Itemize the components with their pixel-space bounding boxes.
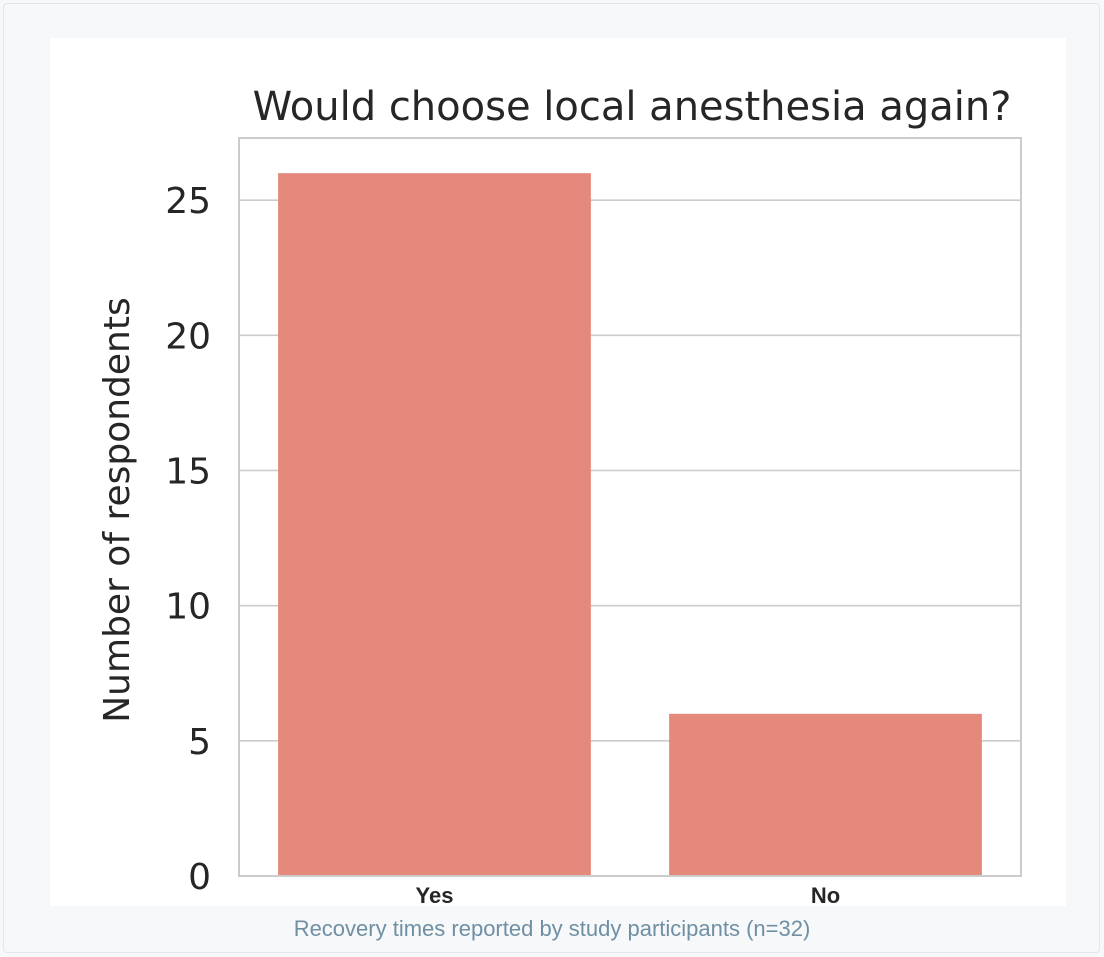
x-tick-label: No [811, 883, 840, 908]
y-tick-label: 10 [165, 587, 211, 628]
figure-caption: Recovery times reported by study partici… [293, 916, 811, 941]
y-tick-label: 5 [188, 722, 211, 763]
x-tick-labels: Yes No [416, 883, 841, 908]
y-tick-label: 20 [165, 316, 211, 357]
x-tick-label: Yes [416, 883, 454, 908]
bar-no [669, 713, 982, 876]
y-tick-labels: 0 5 10 15 20 25 [165, 181, 211, 898]
y-tick-label: 0 [188, 857, 211, 898]
plot-border [238, 137, 1022, 877]
bars [278, 173, 982, 877]
chart-title: Would choose local anesthesia again? [253, 84, 1012, 130]
y-tick-label: 15 [165, 452, 211, 493]
bar-yes [278, 173, 591, 877]
y-axis-label: Number of respondents [97, 297, 138, 723]
y-tick-label: 25 [165, 181, 211, 222]
